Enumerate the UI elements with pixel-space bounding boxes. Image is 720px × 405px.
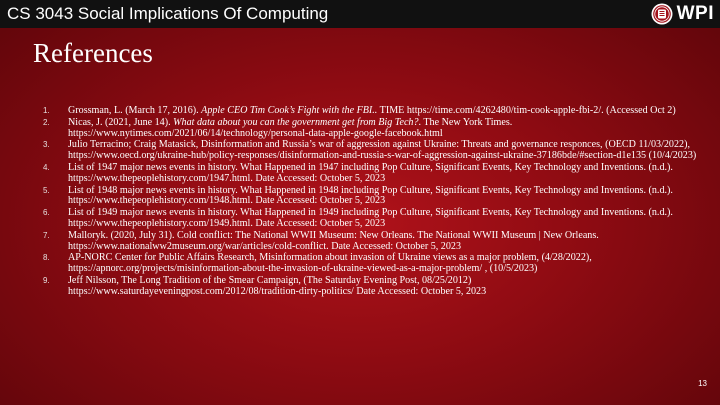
reference-number: 8. bbox=[43, 253, 50, 263]
reference-item: 6. List of 1949 major news events in hist… bbox=[38, 207, 698, 230]
reference-text-start: List of 1949 major news events in histor… bbox=[68, 207, 673, 229]
header-bar: CS 3043 Social Implications Of Computing… bbox=[0, 0, 720, 28]
reference-number: 2. bbox=[43, 117, 50, 127]
reference-title: What data about you can the government g… bbox=[173, 116, 419, 128]
reference-text-start: List of 1948 major news events in histor… bbox=[68, 184, 673, 207]
reference-item: 4. List of 1947 major news events in hist… bbox=[38, 161, 698, 185]
reference-item: 8. AP-NORC Center for Public Affairs Rese… bbox=[38, 253, 698, 275]
reference-item: 9. Jeff Nilsson, The Long Tradition of th… bbox=[38, 274, 698, 298]
reference-text-start: AP-NORC Center for Public Affairs Resear… bbox=[68, 252, 592, 275]
reference-number: 1. bbox=[43, 106, 50, 115]
reference-text: Grossman, L. (March 17, 2016). Apple CEO… bbox=[68, 105, 698, 117]
reference-text-start: Julio Terracino; Craig Matasick, Disinfo… bbox=[68, 139, 697, 162]
reference-text-start: Nicas, J. (2021, June 14). bbox=[68, 116, 174, 128]
reference-text: List of 1948 major news events in histor… bbox=[68, 184, 698, 208]
reference-text: Jeff Nilsson, The Long Tradition of the … bbox=[68, 274, 698, 298]
reference-number: 4. bbox=[43, 162, 50, 172]
reference-text-start: Jeff Nilsson, The Long Tradition of the … bbox=[68, 274, 487, 297]
wpi-seal-icon bbox=[651, 3, 673, 25]
reference-text-end: . The New York Times. https://www.nytime… bbox=[68, 116, 513, 139]
reference-item: 7. Malloryk. (2020, July 31). Cold confli… bbox=[38, 229, 698, 253]
reference-item: 2. Nicas, J. (2021, June 14). What data a… bbox=[38, 116, 698, 140]
reference-text: Malloryk. (2020, July 31). Cold conflict… bbox=[68, 229, 698, 253]
reference-text-start: List of 1947 major news events in histor… bbox=[68, 161, 673, 184]
reference-text: List of 1947 major news events in histor… bbox=[68, 161, 698, 185]
reference-text: AP-NORC Center for Public Affairs Resear… bbox=[68, 253, 698, 275]
reference-text: List of 1949 major news events in histor… bbox=[68, 207, 698, 230]
logo-text: WPI bbox=[676, 3, 714, 24]
reference-list: 1. Grossman, L. (March 17, 2016). Apple C… bbox=[38, 105, 698, 299]
reference-text-start: Malloryk. (2020, July 31). Cold conflict… bbox=[68, 229, 599, 252]
reference-text-end: TIME https://time.com/4262480/tim-cook-a… bbox=[377, 105, 676, 116]
reference-item: 5. List of 1948 major news events in hist… bbox=[38, 184, 698, 208]
page-number: 13 bbox=[698, 379, 707, 388]
reference-item: 3. Julio Terracino; Craig Matasick, Disin… bbox=[38, 140, 698, 162]
reference-number: 5. bbox=[43, 185, 50, 195]
wpi-logo: WPI bbox=[651, 2, 714, 26]
slide-title: References bbox=[33, 38, 153, 68]
reference-text-start: Grossman, L. (March 17, 2016). bbox=[68, 105, 202, 116]
reference-text: Nicas, J. (2021, June 14). What data abo… bbox=[68, 116, 698, 140]
reference-title: Apple CEO Tim Cook’s Fight with the FBI.… bbox=[201, 105, 378, 116]
reference-number: 9. bbox=[43, 275, 50, 285]
reference-item: 1. Grossman, L. (March 17, 2016). Apple C… bbox=[38, 105, 698, 117]
reference-text: Julio Terracino; Craig Matasick, Disinfo… bbox=[68, 140, 698, 162]
course-title: CS 3043 Social Implications Of Computing bbox=[7, 4, 329, 23]
reference-number: 7. bbox=[43, 230, 50, 240]
reference-number: 3. bbox=[43, 140, 50, 150]
reference-number: 6. bbox=[43, 208, 50, 218]
